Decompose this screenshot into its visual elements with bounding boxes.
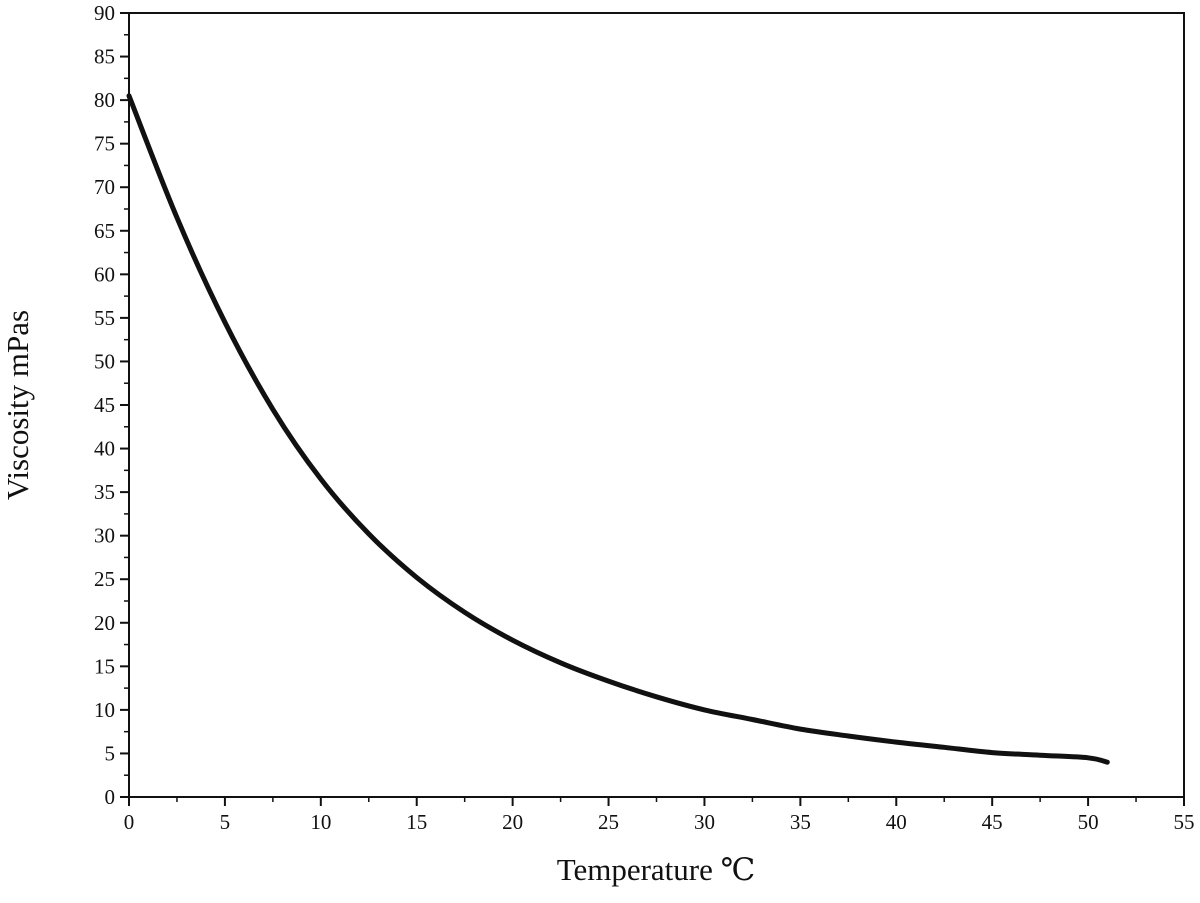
y-tick-label: 90 (94, 1, 115, 25)
y-tick-label: 20 (94, 611, 115, 635)
x-axis-ticks: 0 5 10 15 20 25 30 35 40 45 50 55 (124, 797, 1195, 834)
x-tick-label: 10 (310, 810, 331, 834)
axes (128, 12, 1185, 798)
y-tick-label: 55 (94, 306, 115, 330)
y-tick-label: 65 (94, 219, 115, 243)
x-tick-label: 25 (598, 810, 619, 834)
x-tick-label: 0 (124, 810, 135, 834)
x-tick-label: 45 (982, 810, 1003, 834)
x-tick-label: 50 (1078, 810, 1099, 834)
y-tick-label: 30 (94, 524, 115, 548)
y-tick-label: 60 (94, 262, 115, 286)
y-tick-label: 15 (94, 654, 115, 678)
x-tick-label: 5 (220, 810, 231, 834)
y-tick-label: 0 (105, 785, 116, 809)
y-tick-label: 25 (94, 567, 115, 591)
x-tick-label: 15 (406, 810, 427, 834)
x-tick-label: 55 (1174, 810, 1195, 834)
x-tick-label: 20 (502, 810, 523, 834)
y-axis-title: Viscosity mPas (0, 310, 35, 500)
x-tick-label: 40 (886, 810, 907, 834)
y-tick-label: 80 (94, 88, 115, 112)
y-tick-label: 10 (94, 698, 115, 722)
y-tick-label: 75 (94, 132, 115, 156)
x-tick-label: 30 (694, 810, 715, 834)
y-tick-label: 50 (94, 349, 115, 373)
plot-frame (128, 12, 1185, 798)
y-tick-label: 70 (94, 175, 115, 199)
y-tick-label: 35 (94, 480, 115, 504)
y-tick-label: 45 (94, 393, 115, 417)
x-tick-label: 35 (790, 810, 811, 834)
y-axis-ticks: 0 5 10 15 20 25 30 35 40 45 50 55 60 65 70 75 80 85 90 (94, 1, 129, 809)
y-tick-label: 5 (105, 741, 116, 765)
y-tick-label: 40 (94, 437, 115, 461)
x-axis-title: Temperature ℃ (557, 852, 756, 887)
y-tick-label: 85 (94, 45, 115, 69)
series-layer (126, 93, 1110, 765)
viscosity-curve (126, 93, 1110, 765)
